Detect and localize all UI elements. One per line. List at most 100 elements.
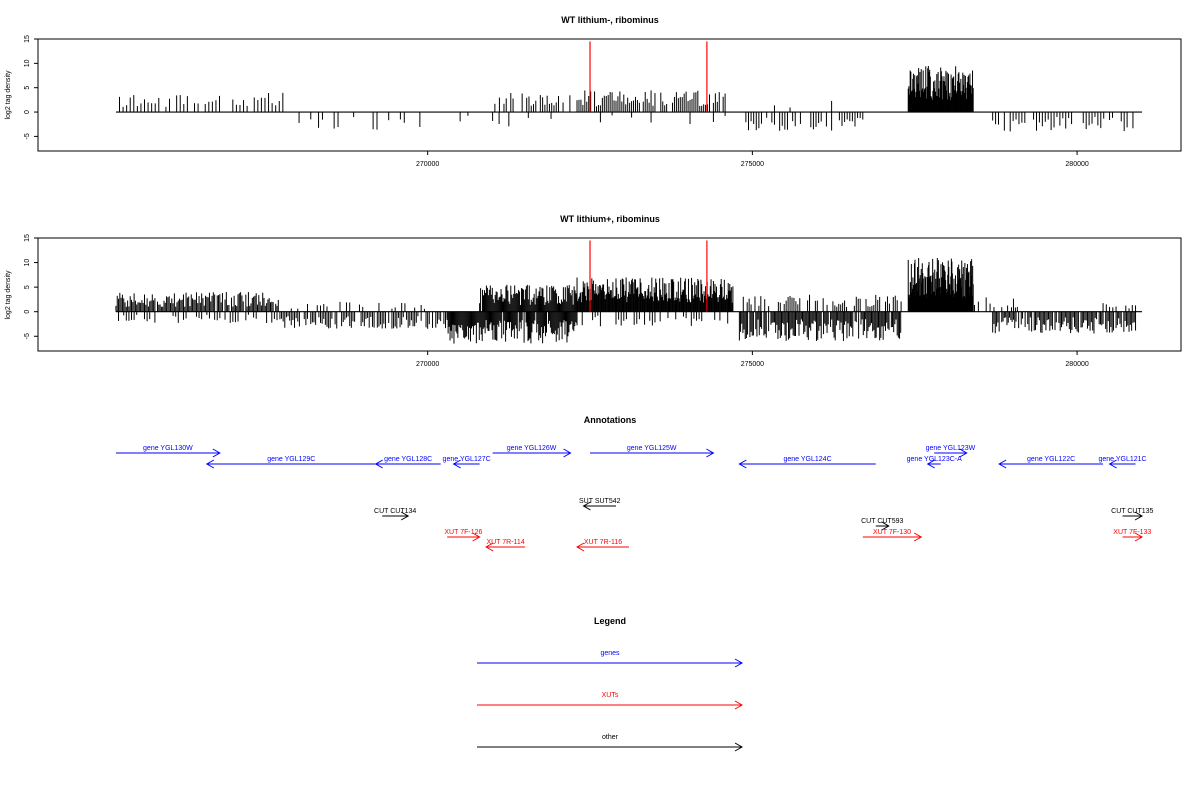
arrow-head [485,542,494,552]
annotation-label: gene YGL123W [926,445,976,452]
y-tick-label: 0 [24,310,31,314]
arrow-head [374,459,383,469]
plot-frame [37,237,1182,352]
annotation-label: CUT CUT134 [374,508,416,515]
annotation-feature: XUT 7R-114 [485,539,526,552]
annotation-label: XUT 7F-133 [1113,529,1151,536]
legend-items: genes XUTs other [477,650,744,752]
annotation-label: gene YGL127C [443,456,491,463]
coverage-panel-lithium-plus: WT lithium+, ribominus log2 tag density … [5,214,1182,368]
x-tick-label: 280000 [1065,161,1088,168]
arrow-head [205,459,215,469]
y-tick-label: 10 [24,59,31,67]
arrow-head [913,532,923,542]
y-tick-label: 15 [24,234,31,242]
annotation-feature: gene YGL123C-A [907,456,962,469]
annotation-label: SUT SUT542 [579,498,621,505]
legend-item: other [477,734,744,752]
plot-frame [37,38,1182,152]
marker-lines [589,41,708,113]
annotation-feature: CUT CUT134 [374,508,416,521]
annotation-label: XUT 7R-116 [584,539,622,546]
annotation-label: gene YGL122C [1027,456,1075,463]
annotation-feature: gene YGL123W [926,445,976,458]
coverage-bars [115,257,1143,344]
y-tick-label: -5 [24,333,31,339]
y-tick-label: 10 [24,259,31,267]
arrow-head [959,448,968,458]
y-tick-label: 5 [24,86,31,90]
legend-label: XUTs [602,692,619,699]
arrow-head [212,448,221,458]
annotation-label: XUT 7F-130 [873,529,911,536]
legend-item: XUTs [477,692,744,710]
legend-item: genes [477,650,744,668]
x-tick-label: 275000 [741,361,764,368]
annotation-feature: gene YGL126W [492,445,572,458]
arrow-head [926,459,935,469]
annotation-feature: CUT CUT593 [861,518,903,531]
annotation-feature: SUT SUT542 [579,498,621,511]
annotation-feature: gene YGL128C [374,456,441,469]
annotation-label: gene YGL121C [1098,456,1146,463]
annotation-feature: CUT CUT135 [1111,508,1154,521]
annotation-feature: gene YGL130W [115,445,221,458]
y-axis-label: log2 tag density [5,70,12,120]
axis-ticks: 15 10 5 0 -5 270000 275000 280000 [24,234,1089,368]
arrow-head [400,511,410,521]
coverage-panel-lithium-minus: WT lithium-, ribominus log2 tag density … [5,15,1182,168]
y-tick-label: 15 [24,35,31,43]
annotation-label: gene YGL129C [267,456,315,463]
panel-title: WT lithium-, ribominus [561,15,659,25]
arrow-head [738,459,747,469]
annotation-feature: gene YGL121C [1098,456,1147,469]
annotation-feature: gene YGL125W [590,445,715,458]
annotation-label: CUT CUT593 [861,518,903,525]
arrow-head [472,532,481,542]
annotation-feature: gene YGL122C [998,456,1104,469]
annotation-feature: XUT 7F-133 [1113,529,1151,542]
annotation-label: gene YGL125W [627,445,677,452]
arrow-head [1134,532,1144,542]
x-tick-label: 280000 [1065,361,1088,368]
annotation-label: gene YGL123C-A [907,456,962,463]
annotation-features: gene YGL130W gene YGL129C gene YGL128C gene… [115,445,1154,552]
arrow-head [582,501,591,511]
annotation-label: gene YGL128C [384,456,432,463]
arrow-head [734,700,744,710]
arrow-head [998,459,1007,469]
legend-label: genes [600,650,620,657]
arrow-head [1108,459,1117,469]
arrow-head [734,658,744,668]
marker-lines [589,240,708,312]
x-tick-label: 270000 [416,161,439,168]
annotation-feature: gene YGL129C [205,456,376,469]
legend-label: other [602,734,619,741]
annotation-label: CUT CUT135 [1111,508,1153,515]
annotation-feature: XUT 7R-116 [576,539,629,552]
annotation-feature: XUT 7F-126 [444,529,482,542]
y-tick-label: 0 [24,110,31,114]
y-axis-label: log2 tag density [5,270,12,320]
arrow-head [576,542,585,552]
x-tick-label: 275000 [741,161,764,168]
arrow-head [452,459,461,469]
panel-title: WT lithium+, ribominus [560,214,660,224]
annotation-label: gene YGL130W [143,445,193,452]
annotation-label: gene YGL124C [784,456,832,463]
annotation-feature: gene YGL124C [738,456,876,469]
arrow-head [563,448,572,458]
annotation-label: XUT 7R-114 [486,539,524,546]
y-tick-label: 5 [24,285,31,289]
arrow-head [1134,511,1144,521]
annotation-feature: gene YGL127C [443,456,491,469]
coverage-bars [115,66,1143,132]
axis-ticks: 15 10 5 0 -5 270000 275000 280000 [24,35,1089,168]
annotation-feature: XUT 7F-130 [862,529,923,542]
x-tick-label: 270000 [416,361,439,368]
legend-title: Legend [594,616,626,626]
arrow-head [706,448,715,458]
y-tick-label: -5 [24,133,31,139]
